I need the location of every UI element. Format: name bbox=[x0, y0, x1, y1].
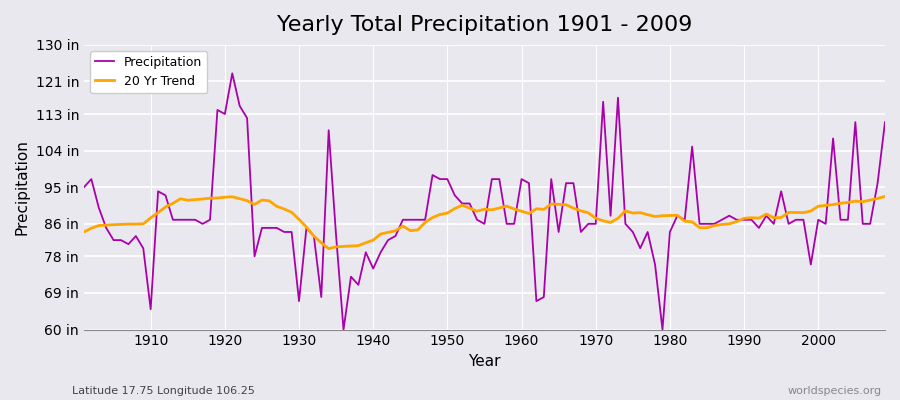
20 Yr Trend bbox=[524, 211, 535, 216]
Text: worldspecies.org: worldspecies.org bbox=[788, 386, 882, 396]
Precipitation bbox=[78, 185, 89, 190]
Precipitation bbox=[879, 120, 890, 124]
Line: Precipitation: Precipitation bbox=[84, 73, 885, 330]
20 Yr Trend bbox=[516, 209, 526, 214]
Precipitation bbox=[138, 246, 148, 251]
Line: 20 Yr Trend: 20 Yr Trend bbox=[84, 196, 885, 249]
Precipitation bbox=[524, 181, 535, 186]
20 Yr Trend bbox=[323, 246, 334, 251]
Text: Latitude 17.75 Longitude 106.25: Latitude 17.75 Longitude 106.25 bbox=[72, 386, 255, 396]
20 Yr Trend bbox=[301, 225, 311, 230]
Precipitation bbox=[338, 327, 349, 332]
Precipitation bbox=[227, 71, 238, 76]
Precipitation bbox=[531, 299, 542, 304]
20 Yr Trend bbox=[879, 194, 890, 199]
Y-axis label: Precipitation: Precipitation bbox=[15, 139, 30, 235]
Precipitation bbox=[360, 250, 371, 255]
Legend: Precipitation, 20 Yr Trend: Precipitation, 20 Yr Trend bbox=[90, 51, 207, 93]
20 Yr Trend bbox=[78, 230, 89, 234]
20 Yr Trend bbox=[138, 222, 148, 226]
20 Yr Trend bbox=[613, 216, 624, 221]
X-axis label: Year: Year bbox=[468, 354, 500, 369]
Precipitation bbox=[620, 222, 631, 226]
Precipitation bbox=[309, 234, 320, 238]
Title: Yearly Total Precipitation 1901 - 2009: Yearly Total Precipitation 1901 - 2009 bbox=[277, 15, 692, 35]
20 Yr Trend bbox=[353, 243, 364, 248]
